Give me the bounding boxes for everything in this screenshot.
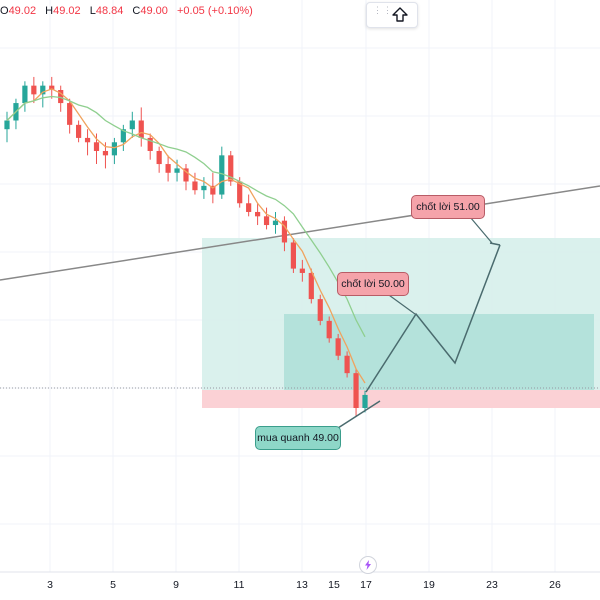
candle-body	[362, 394, 368, 408]
candle-body	[129, 120, 135, 130]
candle-body	[326, 320, 332, 339]
candle-body	[147, 137, 153, 151]
candle-body	[31, 85, 37, 95]
candlestick-series	[4, 76, 368, 417]
low-label: L48.84	[89, 5, 124, 17]
candle-body	[76, 124, 82, 138]
candle-body	[255, 211, 261, 217]
candle-body	[353, 373, 359, 408]
candle-body	[93, 142, 100, 151]
projection-path[interactable]	[365, 244, 501, 393]
arrow-up-icon[interactable]	[391, 6, 409, 24]
candle-body	[335, 338, 341, 356]
projection-arrow-head	[489, 242, 501, 246]
drag-handle-icon[interactable]: ⋮⋮	[373, 5, 393, 15]
change-value: +0.05 (+0.10%)	[176, 5, 253, 17]
buy-callout[interactable]: mua quanh 49.00	[255, 426, 341, 450]
candle-body	[58, 90, 64, 104]
open-label: O49.02	[0, 5, 37, 17]
x-tick-label: 5	[110, 579, 116, 591]
trendline[interactable]	[0, 185, 600, 281]
ohlc-legend: O49.02 H49.02 L48.84 C49.00 +0.05 (+0.10…	[0, 5, 256, 17]
x-tick-label: 15	[328, 579, 340, 591]
x-tick-label: 17	[360, 579, 372, 591]
x-tick-label: 11	[233, 579, 245, 591]
candle-body	[210, 185, 216, 195]
candle-body	[246, 203, 252, 212]
take-profit-1-label: chốt lời 50.00	[341, 278, 405, 290]
candle-body	[174, 168, 180, 173]
candle-body	[308, 272, 314, 300]
close-label: C49.00	[132, 5, 168, 17]
candle-body	[22, 85, 28, 104]
candle-body	[156, 150, 162, 165]
candle-body	[111, 142, 117, 156]
candle-body	[183, 168, 189, 182]
candle-body	[165, 164, 171, 173]
x-tick-label: 19	[423, 579, 435, 591]
candle-body	[263, 216, 270, 226]
take-profit-2-callout[interactable]: chốt lời 51.00	[411, 195, 485, 219]
candle-body	[67, 103, 73, 125]
candle-body	[201, 185, 207, 191]
buy-label: mua quanh 49.00	[257, 432, 339, 444]
x-tick-label: 23	[486, 579, 498, 591]
candle-body	[192, 181, 198, 191]
candle-body	[237, 181, 243, 204]
x-tick-label: 9	[173, 579, 179, 591]
candle-body	[102, 150, 109, 156]
take-profit-1-callout[interactable]: chốt lời 50.00	[337, 272, 409, 296]
candle-body	[281, 220, 288, 243]
x-tick-label: 13	[296, 579, 308, 591]
candle-body	[299, 268, 305, 273]
ma-slow-line	[6, 95, 366, 338]
candle-body	[40, 85, 46, 95]
candle-body	[317, 299, 323, 321]
take-profit-2-label: chốt lời 51.00	[416, 201, 480, 213]
x-tick-label: 26	[549, 579, 561, 591]
candle-body	[219, 155, 225, 195]
buy-pointer	[337, 400, 381, 429]
floating-toolbar[interactable]: ⋮⋮	[366, 2, 418, 28]
x-tick-label: 3	[47, 579, 53, 591]
candle-body	[84, 137, 91, 143]
high-label: H49.02	[45, 5, 81, 17]
candle-body	[4, 120, 10, 130]
ma-fast-line	[6, 88, 366, 384]
lightning-icon[interactable]	[359, 556, 377, 574]
candle-body	[138, 120, 144, 138]
candle-body	[344, 355, 350, 374]
candle-body	[228, 155, 234, 182]
candle-body	[272, 220, 279, 226]
candle-body	[120, 129, 126, 143]
candle-body	[290, 242, 296, 269]
stop-loss-zone	[202, 390, 600, 408]
candle-body	[49, 85, 55, 90]
